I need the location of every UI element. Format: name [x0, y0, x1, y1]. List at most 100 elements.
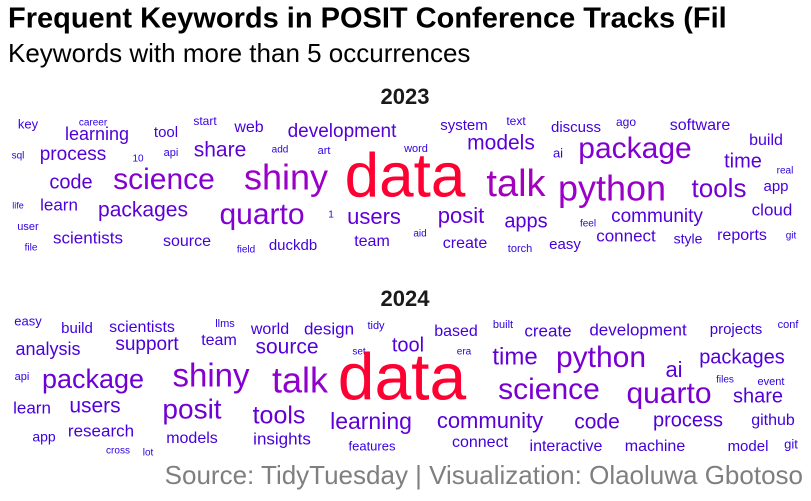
word: set — [352, 347, 366, 358]
word: science — [498, 373, 600, 406]
word: real — [777, 166, 794, 177]
word: system — [440, 117, 488, 134]
word: features — [349, 438, 396, 453]
word: torch — [508, 243, 532, 255]
word: field — [237, 245, 255, 256]
word: sql — [12, 151, 25, 162]
caption: Source: TidyTuesday | Visualization: Ola… — [165, 460, 803, 490]
word: create — [524, 321, 571, 340]
word: life — [12, 200, 24, 210]
word: posit — [438, 203, 484, 228]
word: word — [403, 143, 428, 155]
word: easy — [549, 236, 581, 253]
word: package — [42, 364, 144, 394]
word: users — [69, 395, 120, 418]
word: machine — [625, 438, 686, 455]
word: development — [589, 320, 687, 339]
word: projects — [710, 321, 763, 338]
word: interactive — [530, 438, 603, 455]
word: tidy — [367, 320, 385, 332]
word: key — [18, 116, 39, 131]
word: models — [166, 430, 218, 447]
word: duckdb — [269, 237, 317, 254]
word: learn — [40, 195, 78, 214]
word: team — [354, 233, 390, 250]
word: process — [40, 144, 107, 165]
word: text — [506, 114, 526, 128]
word: learning — [330, 408, 412, 434]
word: development — [288, 121, 398, 142]
panel-title: 2024 — [381, 286, 431, 311]
word: share — [194, 139, 247, 162]
word: share — [733, 385, 783, 407]
word: 1 — [328, 210, 334, 221]
word: discuss — [551, 119, 601, 136]
word: design — [304, 319, 354, 338]
word: data — [345, 141, 466, 210]
word: tool — [154, 124, 178, 141]
word: source — [163, 233, 211, 250]
word: style — [674, 231, 703, 247]
word: start — [193, 114, 217, 128]
word: users — [347, 204, 401, 229]
word: package — [578, 132, 691, 165]
word: quarto — [219, 198, 304, 231]
word: python — [558, 168, 666, 209]
word: conf — [778, 319, 800, 331]
word: create — [443, 235, 488, 252]
word: world — [250, 321, 289, 338]
word: shiny — [172, 357, 250, 394]
word: event — [758, 376, 785, 388]
word: app — [32, 429, 56, 445]
chart-subtitle: Keywords with more than 5 occurrences — [8, 38, 470, 68]
word: learning — [65, 124, 129, 144]
word: llms — [215, 318, 235, 330]
word: community — [611, 206, 703, 227]
chart-title: Frequent Keywords in POSIT Conference Tr… — [8, 3, 727, 35]
word: built — [493, 319, 513, 331]
word: ago — [616, 115, 636, 129]
word: era — [457, 347, 472, 358]
word: quarto — [626, 377, 711, 410]
word: feel — [580, 219, 596, 230]
word: python — [556, 341, 646, 374]
word: shiny — [244, 157, 328, 198]
word: software — [670, 117, 731, 134]
word: code — [574, 411, 620, 434]
panel-title: 2023 — [381, 84, 430, 109]
word: files — [716, 375, 734, 386]
word: file — [25, 243, 38, 254]
word: packages — [699, 346, 785, 368]
word: build — [61, 320, 93, 337]
word: source — [255, 336, 318, 359]
word: 10 — [132, 154, 144, 165]
word: scientists — [109, 319, 175, 336]
word: data — [338, 339, 467, 413]
word: time — [492, 343, 537, 370]
word: team — [201, 332, 237, 349]
word: scientists — [53, 228, 123, 247]
word: science — [113, 163, 215, 196]
word: ai — [665, 357, 682, 382]
word: talk — [486, 163, 546, 205]
word: learn — [13, 398, 51, 417]
word: apps — [504, 210, 547, 232]
word: packages — [98, 199, 188, 222]
word: tool — [392, 334, 424, 356]
word: insights — [253, 429, 311, 448]
word: talk — [272, 360, 329, 401]
word: based — [434, 323, 478, 340]
word: connect — [452, 434, 509, 451]
word: model — [728, 438, 769, 455]
word: user — [17, 221, 39, 233]
word: analysis — [15, 339, 80, 359]
word: time — [724, 150, 762, 172]
word: reports — [717, 227, 767, 244]
word: lot — [143, 448, 154, 459]
word: cross — [106, 446, 130, 457]
word: community — [437, 408, 543, 433]
word: ai — [553, 145, 563, 160]
word: app — [763, 178, 788, 195]
word: git — [786, 231, 797, 242]
